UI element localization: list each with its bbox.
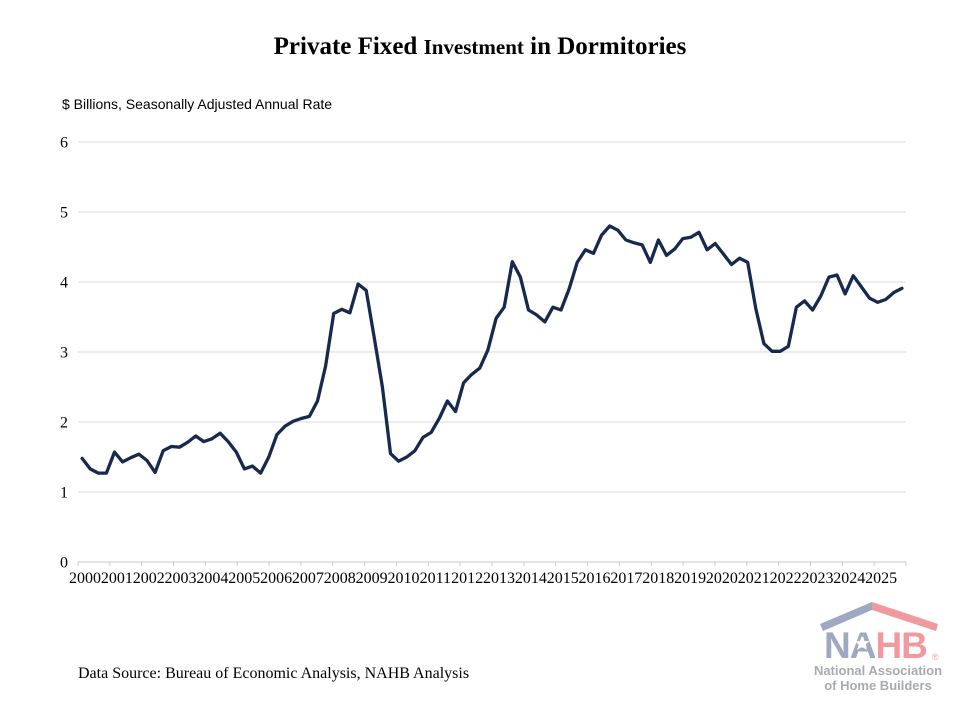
x-axis-label-2021: 2021 (738, 570, 770, 587)
x-axis-label-2014: 2014 (515, 570, 547, 587)
x-axis-label-2012: 2012 (451, 570, 483, 587)
x-axis-label-2010: 2010 (387, 570, 419, 587)
y-axis-label-5: 5 (60, 205, 68, 222)
axis-units-label: $ Billions, Seasonally Adjusted Annual R… (62, 96, 333, 112)
logo-roof-left-icon (820, 602, 872, 631)
x-axis-label-2009: 2009 (356, 570, 388, 587)
x-axis-label-2024: 2024 (833, 570, 865, 587)
title-segment-2: Investment (423, 35, 524, 59)
y-axis-label-4: 4 (60, 275, 68, 292)
x-axis-label-2019: 2019 (674, 570, 706, 587)
x-axis-label-2023: 2023 (801, 570, 833, 587)
x-axis-label-2004: 2004 (196, 570, 228, 587)
x-axis-label-2008: 2008 (324, 570, 356, 587)
y-axis-label-1: 1 (60, 485, 68, 502)
registered-mark: ® (932, 652, 939, 662)
x-axis-label-2005: 2005 (228, 570, 260, 587)
y-axis-label-6: 6 (60, 135, 68, 152)
logo-hb-text: HB (875, 625, 927, 666)
x-axis-label-2025: 2025 (865, 570, 897, 587)
y-axis-label-0: 0 (60, 555, 68, 572)
x-axis-label-2001: 2001 (101, 570, 133, 587)
x-axis-label-2003: 2003 (165, 570, 197, 587)
logo-roof-right-icon (872, 602, 938, 631)
title-segment-1: Private Fixed (273, 33, 424, 60)
page-title: Private Fixed Investment in Dormitories (0, 33, 960, 61)
x-axis-label-2002: 2002 (133, 570, 165, 587)
x-axis-label-2000: 2000 (69, 570, 101, 587)
x-axis-label-2016: 2016 (579, 570, 611, 587)
y-axis-label-3: 3 (60, 345, 68, 362)
logo-wordmark: NAHB (824, 625, 927, 666)
y-axis-label-2: 2 (60, 415, 68, 432)
x-axis-label-2022: 2022 (770, 570, 802, 587)
x-axis-label-2007: 2007 (292, 570, 324, 587)
x-axis-label-2011: 2011 (420, 570, 451, 587)
source-note: Data Source: Bureau of Economic Analysis… (78, 665, 470, 682)
title-segment-3: in Dormitories (523, 33, 687, 60)
x-axis-labels: 2000 2001 2002 2003 2004 2005 2006 2007 2008 2009… (69, 570, 897, 587)
logo-subtext-line1: National Association (814, 663, 942, 678)
x-axis-label-2018: 2018 (642, 570, 674, 587)
star-icon (854, 635, 870, 650)
nahb-logo: NAHB ® National Association of Home Buil… (814, 602, 942, 693)
x-axis-label-2006: 2006 (260, 570, 292, 587)
y-axis-labels: 0 1 2 3 4 5 6 (60, 135, 68, 572)
x-axis-label-2017: 2017 (610, 570, 642, 587)
x-axis-ticks (77, 562, 907, 566)
x-axis-label-2015: 2015 (547, 570, 579, 587)
logo-subtext-line2: of Home Builders (824, 678, 932, 693)
data-line (80, 224, 904, 475)
x-axis-label-2020: 2020 (706, 570, 738, 587)
logo-na-text: NA (824, 625, 876, 666)
x-axis-label-2013: 2013 (483, 570, 515, 587)
